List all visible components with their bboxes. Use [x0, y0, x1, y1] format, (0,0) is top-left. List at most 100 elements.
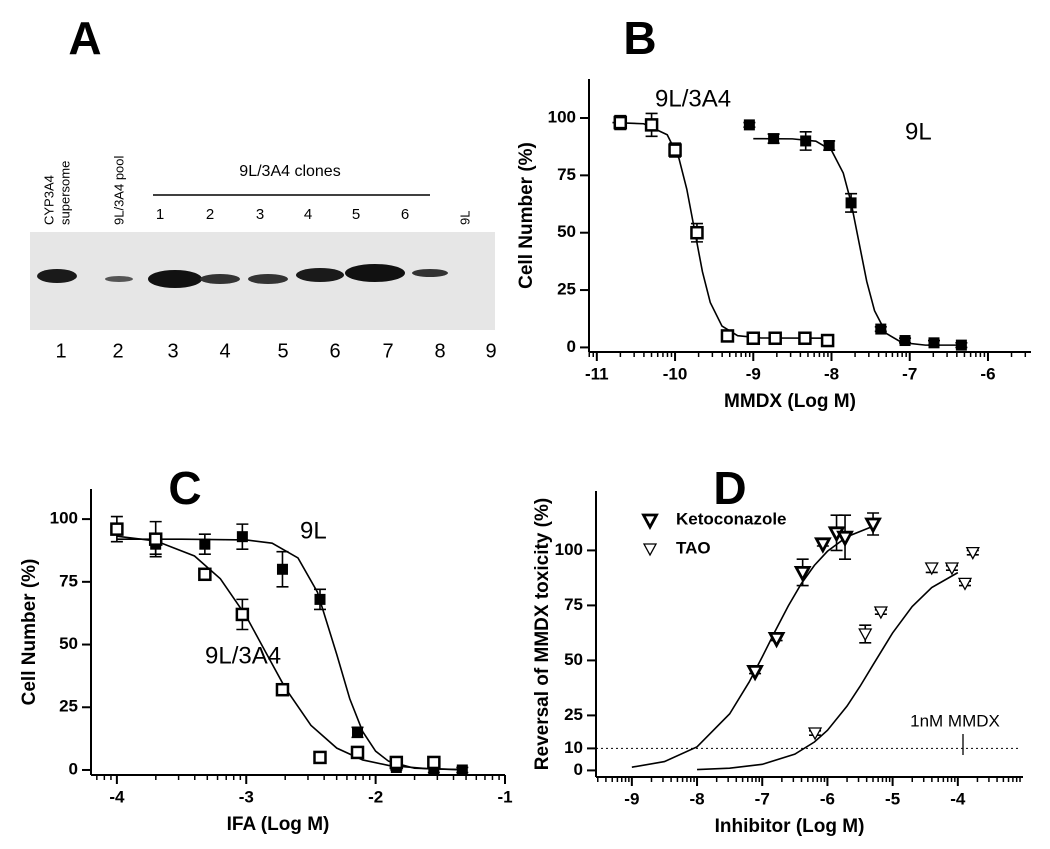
marker [823, 140, 835, 152]
band [200, 274, 240, 284]
chart: C -4 -3 -2 -1 0 25 50 75 100 IFA (Log M) Cell Numbe… [19, 462, 513, 835]
panel-letter: D [713, 462, 746, 514]
y-tick-label: 10 [564, 738, 583, 757]
marker [928, 337, 940, 349]
x-axis-title: MMDX (Log M) [724, 391, 856, 412]
marker [198, 567, 212, 582]
fit-curve [116, 535, 467, 771]
x-tick-label: -8 [824, 364, 839, 383]
lane-number: 9 [485, 340, 496, 362]
y-tick-label: 25 [59, 697, 78, 716]
marker [389, 755, 404, 770]
lane-number: 6 [329, 340, 340, 362]
lane-number: 3 [167, 340, 178, 362]
lane-number: 5 [277, 340, 288, 362]
x-tick-label: -6 [980, 364, 995, 383]
band [148, 270, 202, 288]
lane-label: 1 [156, 206, 164, 223]
marker [236, 531, 248, 543]
lane-label: 5 [352, 206, 360, 223]
lane-label: 4 [304, 206, 312, 223]
marker [955, 339, 967, 351]
panel-letter: B [623, 12, 656, 64]
marker [199, 538, 211, 550]
marker [768, 331, 782, 345]
marker [613, 115, 628, 130]
marker [944, 562, 960, 576]
series-label: 9L/3A4 [205, 642, 281, 669]
x-tick-label: -3 [239, 787, 254, 806]
marker [668, 143, 682, 157]
marker [767, 632, 786, 649]
lane-label: 6 [401, 206, 409, 223]
legend-label: TAO [676, 538, 711, 557]
marker [864, 517, 882, 534]
lane-label: 3 [256, 206, 264, 223]
fit-curve [753, 137, 965, 346]
panel-letter: C [168, 462, 201, 514]
lane-label: supersome [57, 161, 72, 225]
y-tick-label: 50 [557, 222, 576, 241]
panel-a: A 9L/3A4 clones CYP3A4 supersome 9L/3A4 po… [30, 12, 497, 362]
lane-number: 2 [112, 340, 123, 362]
band [296, 268, 344, 282]
x-tick-label: -8 [689, 789, 704, 808]
y-tick-label: 75 [557, 165, 576, 184]
y-tick-label: 100 [555, 540, 583, 559]
x-tick-label: -5 [885, 789, 900, 808]
marker [820, 333, 835, 348]
y-tick-label: 25 [557, 280, 576, 299]
lane-number: 1 [55, 340, 66, 362]
group-label: 9L/3A4 clones [239, 163, 340, 180]
x-tick-label: -9 [746, 364, 761, 383]
marker [746, 665, 764, 682]
band [37, 269, 77, 283]
series-label: 9L/3A4 [655, 85, 731, 112]
x-tick-label: -10 [663, 364, 688, 383]
x-tick-label: -7 [755, 789, 770, 808]
y-axis-title: Cell Number (%) [19, 559, 40, 706]
marker [275, 682, 290, 697]
x-tick-label: -6 [820, 789, 835, 808]
marker [957, 577, 973, 591]
y-tick-label: 75 [59, 571, 78, 590]
fit-curve [631, 525, 874, 768]
y-tick-label: 100 [50, 509, 78, 528]
fit-curve [116, 538, 467, 771]
marker [798, 331, 812, 345]
band [105, 276, 133, 282]
marker [845, 197, 857, 209]
x-tick-label: -9 [624, 789, 639, 808]
legend-label: Ketoconazole [676, 509, 787, 528]
marker [768, 133, 780, 145]
marker [352, 726, 364, 738]
marker [899, 335, 911, 347]
marker [313, 750, 327, 765]
marker [314, 593, 326, 605]
x-tick-label: -4 [109, 787, 125, 806]
marker [350, 745, 365, 760]
x-axis-title: IFA (Log M) [227, 814, 330, 835]
marker [793, 566, 812, 583]
marker [814, 537, 832, 554]
marker [807, 727, 823, 741]
marker [428, 764, 440, 776]
legend-marker [642, 543, 658, 557]
band [248, 274, 288, 284]
marker [148, 532, 163, 546]
legend-marker [641, 513, 659, 530]
y-tick-label: 0 [574, 760, 583, 779]
marker [644, 118, 659, 132]
x-tick-label: -7 [902, 364, 917, 383]
lane-label: CYP3A4 [41, 175, 56, 225]
band [345, 264, 405, 282]
band [412, 269, 448, 277]
marker [924, 562, 939, 576]
marker [235, 607, 250, 622]
lane-number: 4 [219, 340, 230, 362]
marker [720, 329, 735, 343]
y-tick-label: 25 [564, 705, 583, 724]
marker [743, 119, 755, 131]
lane-number: 7 [382, 340, 393, 362]
lane-label: 9L/3A4 pool [111, 155, 126, 225]
